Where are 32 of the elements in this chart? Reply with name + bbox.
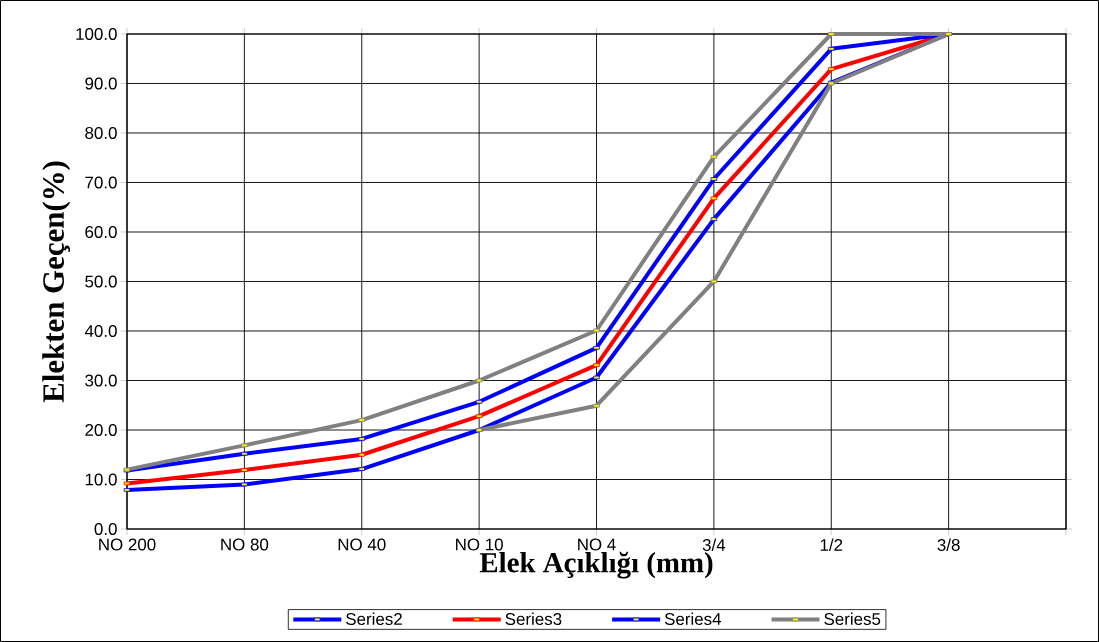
legend-label: Series5: [824, 612, 881, 626]
x-tick-label: NO 10: [456, 538, 503, 551]
x-tick-label: NO 40: [338, 538, 386, 551]
point: [593, 328, 600, 333]
point: [241, 451, 248, 456]
x-tick-label: NO 80: [221, 538, 269, 551]
legend-label: Series2: [346, 612, 402, 626]
legend-label: Series4: [664, 612, 722, 626]
legend-label: Series3: [505, 612, 562, 626]
x-tick-label: 3/4: [702, 538, 726, 551]
y-tick-label: 10.0: [85, 473, 117, 486]
y-tick-label: 50.0: [85, 275, 117, 288]
y-tick-label: 20.0: [85, 424, 117, 436]
y-tick-label: 0.0: [94, 523, 117, 535]
y-tick-label: 30.0: [85, 374, 117, 387]
y-tick-label: 80.0: [85, 127, 117, 139]
x-axis-title: Elek Açıklığı (mm): [479, 551, 713, 579]
x-tick-label: 3/8: [937, 538, 960, 551]
point: [593, 375, 600, 380]
y-axis-title: Elekten Geçen(%): [42, 161, 71, 403]
x-tick-label: NO 4: [578, 538, 616, 551]
y-tick-label: 70.0: [85, 176, 117, 189]
point: [593, 345, 600, 350]
y-tick-label: 40.0: [84, 325, 117, 337]
point: [241, 482, 248, 487]
point: [241, 443, 248, 448]
y-tick-label: 100.0: [76, 28, 117, 40]
x-tick-label: 1/2: [820, 538, 843, 551]
x-tick-label: NO 200: [99, 538, 156, 551]
y-tick-label: 90.0: [85, 77, 117, 90]
point: [593, 403, 600, 408]
y-tick-label: 60.0: [85, 226, 117, 238]
